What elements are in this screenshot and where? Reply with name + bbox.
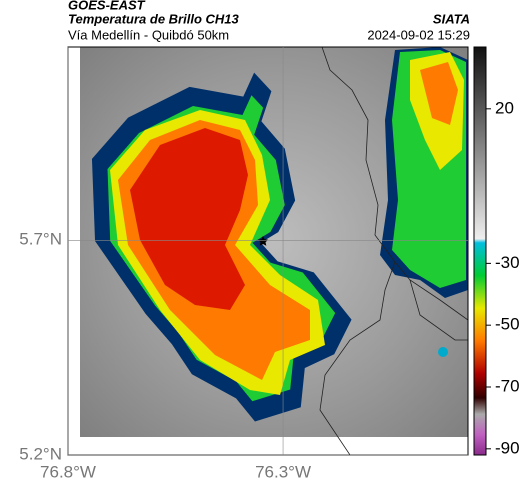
x-tick-label: 76.8°W — [40, 462, 96, 481]
timestamp: 2024-09-02 15:29 — [367, 27, 470, 42]
imagery — [68, 47, 468, 455]
product: Temperatura de Brillo CH13 — [68, 11, 240, 26]
satellite: GOES-EAST — [68, 0, 146, 12]
colorbar-tick-label: -50 — [495, 315, 520, 334]
colorbar — [473, 46, 487, 456]
x-tick-label: 76.3°W — [255, 462, 311, 481]
colorbar-tick-label: 20 — [495, 98, 514, 117]
y-tick-label: 5.7°N — [19, 230, 62, 249]
source: SIATA — [433, 11, 470, 26]
y-tick-label: 5.2°N — [19, 444, 62, 463]
route: Vía Medellín - Quibdó 50km — [68, 27, 229, 42]
colorbar-tick-label: -70 — [495, 376, 520, 395]
colorbar-tick-label: -30 — [495, 253, 520, 272]
colorbar-tick-label: -90 — [495, 438, 520, 457]
